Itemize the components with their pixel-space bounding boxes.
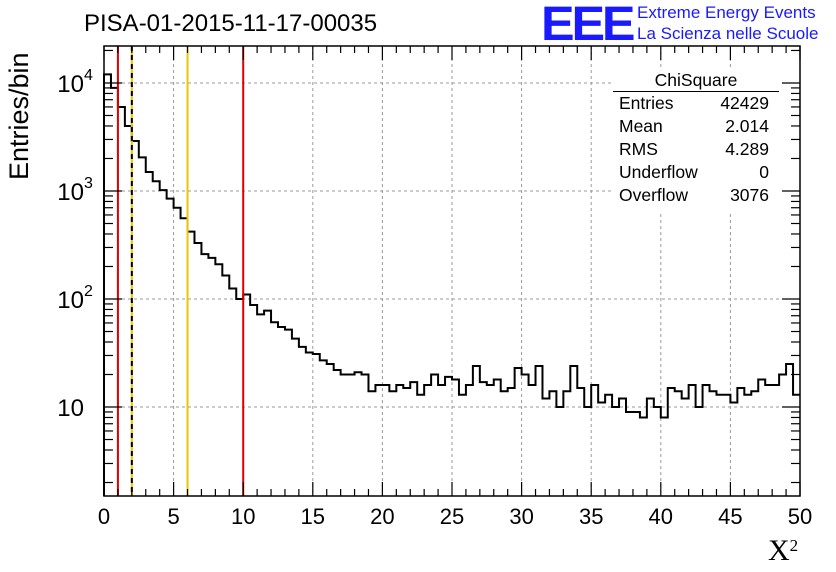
y-tick-label: 10 (57, 71, 84, 98)
stats-label: RMS (619, 139, 658, 159)
chart-title: PISA-01-2015-11-17-00035 (84, 10, 378, 37)
stats-row: Overflow 3076 (611, 184, 779, 207)
stats-value: 4.289 (725, 139, 769, 159)
eee-logo: EEE (541, 0, 636, 51)
logo-text: Extreme Energy Events La Scienza nelle S… (637, 2, 818, 44)
y-tick-label: 10 (57, 179, 84, 206)
y-tick-exponent: 4 (84, 67, 93, 84)
x-tick-label: 20 (370, 504, 394, 529)
x-tick-label: 35 (579, 504, 603, 529)
y-tick-label: 10 (57, 287, 84, 314)
x-tick-label: 10 (231, 504, 255, 529)
x-tick-label: 50 (788, 504, 812, 529)
x-tick-label: 0 (98, 504, 110, 529)
y-tick-exponent: 2 (84, 283, 93, 300)
x-tick-label: 30 (509, 504, 533, 529)
x-tick-label: 25 (440, 504, 464, 529)
stats-value: 2.014 (725, 116, 769, 136)
stats-value: 0 (759, 162, 769, 182)
x-axis-label: X2 (768, 534, 798, 568)
stats-row: RMS 4.289 (611, 138, 779, 161)
stats-label: Entries (619, 93, 674, 113)
y-axis-label: Entries/bin (4, 52, 34, 180)
y-tick-label: 10 (57, 395, 84, 422)
logo-line-2: La Scienza nelle Scuole (637, 24, 819, 43)
stats-value: 3076 (730, 185, 769, 205)
stats-row: Entries 42429 (611, 92, 779, 115)
x-tick-label: 15 (301, 504, 325, 529)
logo-line-1: Extreme Energy Events (637, 3, 816, 22)
y-tick-exponent: 3 (84, 175, 93, 192)
stats-box: ChiSquare Entries 42429 Mean 2.014 RMS 4.28… (611, 68, 779, 214)
histogram-series (103, 73, 800, 496)
stats-label: Mean (619, 116, 663, 136)
x-tick-label: 5 (167, 504, 179, 529)
stats-value: 42429 (720, 93, 769, 113)
stats-label: Overflow (619, 185, 689, 205)
stats-row: Underflow 0 (611, 161, 779, 184)
stats-label: Underflow (619, 162, 698, 182)
x-axis-label-sup: 2 (789, 536, 799, 555)
x-tick-label: 40 (649, 504, 673, 529)
x-tick-label: 45 (718, 504, 742, 529)
stats-title: ChiSquare (613, 70, 779, 92)
x-axis-label-base: X (768, 534, 790, 567)
stats-row: Mean 2.014 (611, 115, 779, 138)
